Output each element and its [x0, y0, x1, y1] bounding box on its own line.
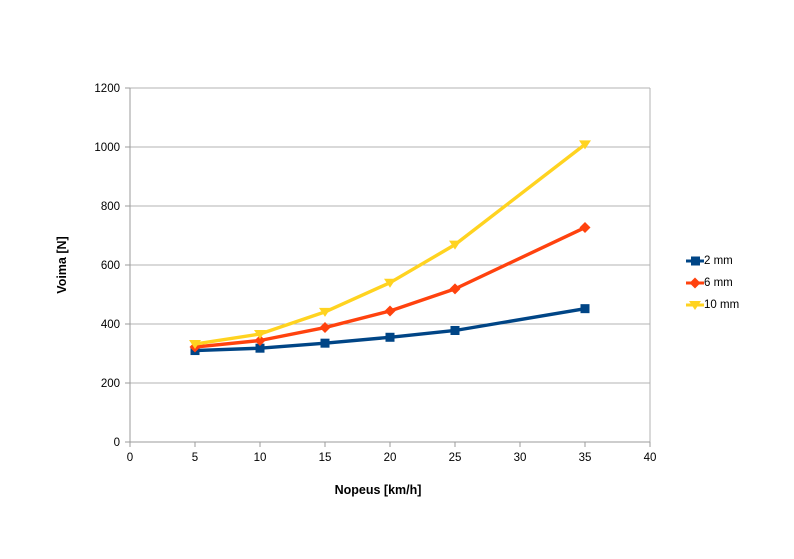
legend-label: 6 mm [704, 277, 733, 289]
x-tick-label: 40 [644, 452, 657, 464]
data-point-2-mm [320, 338, 330, 348]
data-point-2-mm [255, 343, 265, 353]
data-point-6-mm [254, 335, 266, 347]
triangle-down-legend-marker-icon [686, 301, 704, 310]
y-tick-label: 600 [101, 260, 120, 272]
data-point-2-mm [385, 332, 395, 342]
data-point-10-mm [254, 330, 266, 340]
data-point-10-mm [384, 278, 396, 288]
y-tick-label: 1000 [94, 142, 120, 154]
y-axis-title: Voima [N] [55, 236, 69, 294]
y-tick-label: 800 [101, 201, 120, 213]
data-point-6-mm [319, 322, 331, 334]
series-line-2-mm [193, 306, 587, 353]
data-point-10-mm [319, 307, 331, 317]
diamond-legend-marker-icon [686, 277, 704, 289]
legend-label: 10 mm [704, 299, 740, 311]
y-tick-label: 0 [114, 437, 120, 449]
x-tick-label: 20 [384, 452, 397, 464]
x-tick-label: 0 [127, 452, 133, 464]
data-point-6-mm [384, 305, 396, 317]
legend-label: 2 mm [704, 255, 733, 267]
data-point-6-mm [579, 222, 591, 234]
legend-item-6-mm: 6 mm [686, 272, 739, 294]
x-tick-label: 10 [254, 452, 267, 464]
x-tick-label: 5 [192, 452, 198, 464]
data-point-6-mm [449, 283, 461, 295]
data-point-10-mm [189, 340, 201, 350]
y-tick-label: 200 [101, 378, 120, 390]
legend: 2 mm 6 mm 10 mm [686, 250, 739, 316]
y-tick-label: 1200 [94, 83, 120, 95]
data-point-10-mm [579, 140, 591, 150]
x-axis-title: Nopeus [km/h] [334, 483, 422, 497]
legend-item-2-mm: 2 mm [686, 250, 739, 272]
x-tick-label: 30 [514, 452, 527, 464]
square-legend-marker-icon [686, 256, 704, 266]
x-tick-label: 35 [579, 452, 592, 464]
series-line-6-mm [193, 225, 587, 349]
data-point-2-mm [450, 325, 460, 335]
y-tick-label: 400 [101, 319, 120, 331]
data-point-10-mm [449, 240, 461, 250]
series-line-10-mm [193, 142, 587, 346]
data-point-2-mm [580, 304, 590, 314]
legend-item-10-mm: 10 mm [686, 294, 739, 316]
x-tick-label: 25 [449, 452, 462, 464]
x-tick-label: 15 [319, 452, 332, 464]
